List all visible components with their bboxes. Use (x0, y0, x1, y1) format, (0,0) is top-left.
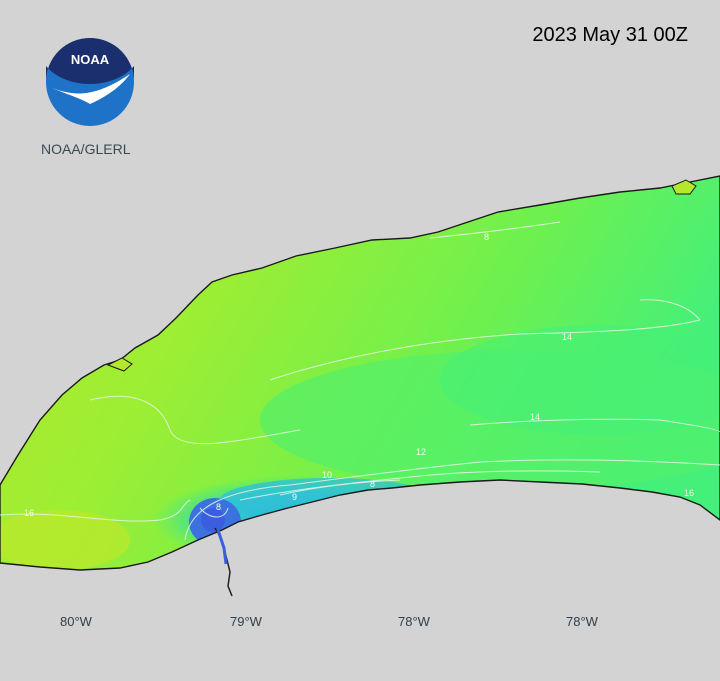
contour-label: 8 (216, 502, 221, 512)
contour-label: 12 (416, 447, 426, 457)
contour-label: 16 (684, 488, 694, 498)
org-label: NOAA/GLERL (41, 141, 131, 157)
contour-label: 14 (530, 412, 540, 422)
contour-label: 8 (484, 232, 489, 242)
noaa-logo: NOAA (44, 36, 136, 128)
contour-label: 10 (322, 470, 332, 480)
contour-label: 8 (370, 479, 375, 489)
longitude-label: 80°W (60, 614, 92, 629)
longitude-label: 78°W (398, 614, 430, 629)
contour-label: 16 (24, 508, 34, 518)
longitude-label: 79°W (230, 614, 262, 629)
map-timestamp: 2023 May 31 00Z (532, 24, 688, 46)
noaa-logo-text: NOAA (71, 52, 110, 67)
contour-label: 9 (292, 492, 297, 502)
contour-label: 14 (562, 332, 572, 342)
longitude-label: 78°W (566, 614, 598, 629)
